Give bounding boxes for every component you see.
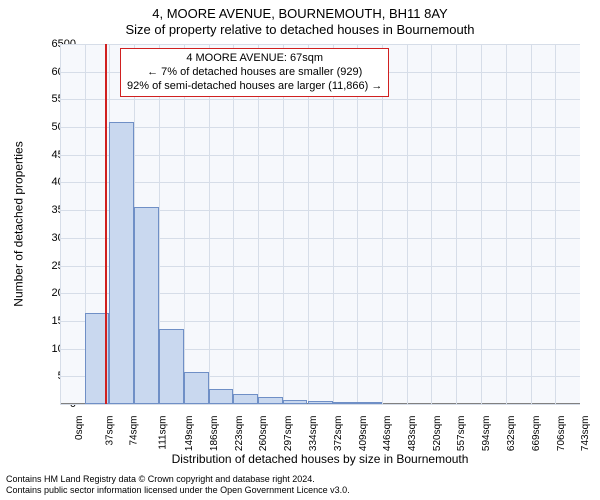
gridline-v [60,44,61,404]
x-axis-label: Distribution of detached houses by size … [60,452,580,466]
annotation-box: 4 MOORE AVENUE: 67sqm← 7% of detached ho… [120,48,389,97]
x-tick-label: 409sqm [358,416,369,452]
gridline-h [60,127,580,128]
gridline-v [209,44,210,404]
x-tick-label: 223sqm [234,416,245,452]
gridline-v [233,44,234,404]
x-tick-label: 111sqm [158,416,169,450]
histogram-bar [283,400,308,404]
x-tick-label: 669sqm [531,416,542,452]
x-tick-label: 334sqm [308,416,319,452]
gridline-v [506,44,507,404]
chart-plot-area: 4 MOORE AVENUE: 67sqm← 7% of detached ho… [60,44,580,404]
footer-line-2: Contains public sector information licen… [6,485,350,496]
x-tick-label: 557sqm [456,416,467,452]
gridline-v [531,44,532,404]
gridline-h [60,182,580,183]
x-tick-label: 0sqm [74,416,85,440]
histogram-bar [333,402,358,404]
x-tick-label: 743sqm [580,416,591,452]
histogram-bar [159,329,184,404]
title-sub: Size of property relative to detached ho… [0,22,600,37]
x-tick-label: 149sqm [184,416,195,452]
gridline-v [184,44,185,404]
gridline-h [60,155,580,156]
gridline-v [258,44,259,404]
x-tick-label: 372sqm [333,416,344,452]
x-tick-label: 186sqm [209,416,220,452]
histogram-bar [184,372,209,404]
gridline-v [357,44,358,404]
footer-attribution: Contains HM Land Registry data © Crown c… [6,474,350,496]
histogram-bar [134,207,159,404]
x-tick-label: 632sqm [506,416,517,452]
gridline-v [333,44,334,404]
histogram-bar [258,397,283,404]
x-tick-label: 483sqm [407,416,418,452]
x-tick-label: 706sqm [556,416,567,452]
gridline-v [382,44,383,404]
annotation-line: ← 7% of detached houses are smaller (929… [127,66,382,80]
gridline-h [60,44,580,45]
title-main: 4, MOORE AVENUE, BOURNEMOUTH, BH11 8AY [0,6,600,21]
x-tick-label: 446sqm [382,416,393,452]
histogram-bar [233,394,258,404]
y-axis-label-text: Number of detached properties [12,141,26,306]
x-tick-label: 520sqm [432,416,443,452]
property-marker-line [105,44,107,404]
gridline-h [60,99,580,100]
x-tick-label: 297sqm [283,416,294,452]
gridline-v [283,44,284,404]
x-tick-label: 594sqm [481,416,492,452]
histogram-bar [109,122,134,404]
histogram-bar [209,389,234,405]
histogram-bar [308,401,333,404]
gridline-v [431,44,432,404]
gridline-v [456,44,457,404]
annotation-line: 92% of semi-detached houses are larger (… [127,80,382,94]
histogram-bar [357,402,382,404]
gridline-v [407,44,408,404]
x-tick-label: 260sqm [258,416,269,452]
gridline-v [308,44,309,404]
gridline-v [481,44,482,404]
y-axis-label: Number of detached properties [12,44,26,404]
gridline-h [60,404,580,405]
x-tick-label: 74sqm [129,416,140,446]
footer-line-1: Contains HM Land Registry data © Crown c… [6,474,350,485]
annotation-line: 4 MOORE AVENUE: 67sqm [127,52,382,66]
x-tick-label: 37sqm [104,416,115,446]
gridline-v [555,44,556,404]
